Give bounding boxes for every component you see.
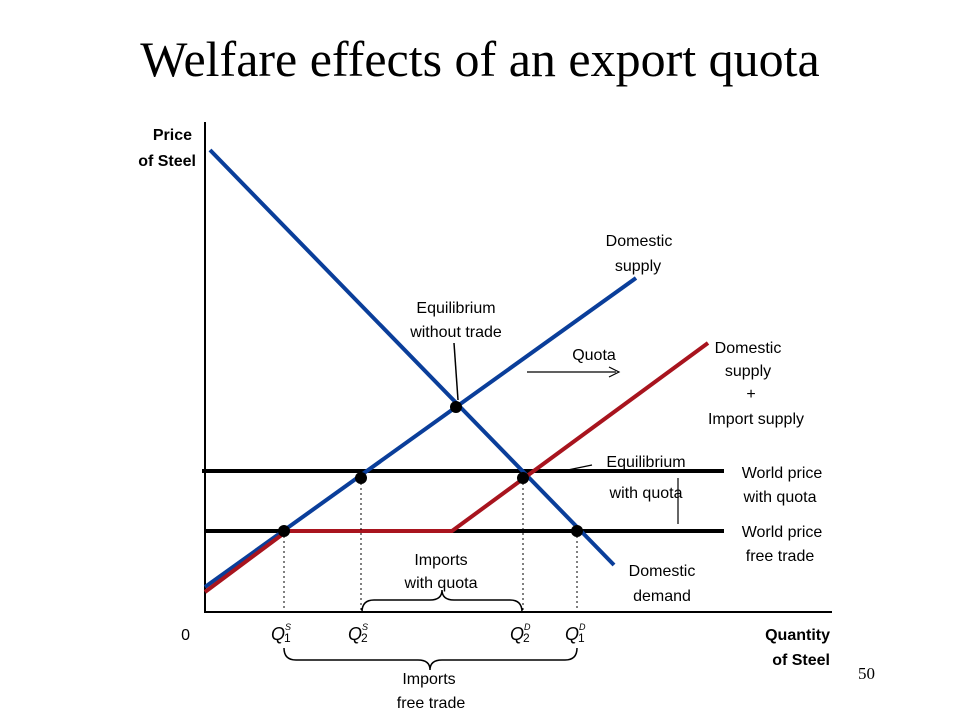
imports-quota-brace <box>361 589 523 613</box>
slide-title: Welfare effects of an export quota <box>140 31 820 87</box>
eq-quota-label-line1: Equilibrium <box>606 454 685 471</box>
domestic-supply-label-line1: Domestic <box>606 233 673 250</box>
svg-text:1: 1 <box>578 631 585 645</box>
equilibrium-quota-dot <box>517 472 529 484</box>
supply-plus-import-label-line1: Domestic <box>715 340 782 357</box>
svg-text:D: D <box>579 622 586 632</box>
eq-no-trade-pointer <box>453 342 459 401</box>
supply-plus-import-label-line2: supply <box>725 363 771 380</box>
quota-label: Quota <box>572 347 616 364</box>
q2s-dot <box>355 472 367 484</box>
eq-no-trade-label-line2: without trade <box>409 324 502 341</box>
eq-no-trade-label-line1: Equilibrium <box>416 300 495 317</box>
svg-text:D: D <box>524 622 531 632</box>
x-axis-label-line1: Quantity <box>765 627 830 644</box>
q1d-label: Q D 1 <box>565 622 586 645</box>
y-axis-label-line2: of Steel <box>138 153 196 170</box>
svg-text:S: S <box>285 622 291 632</box>
svg-text:Q: Q <box>565 624 579 644</box>
imports-free-brace <box>283 647 578 671</box>
svg-text:2: 2 <box>361 631 368 645</box>
world-price-quota-label-line2: with quota <box>743 489 817 506</box>
domestic-supply-label-line2: supply <box>615 258 661 275</box>
domestic-demand-label-line2: demand <box>633 588 691 605</box>
origin-label: 0 <box>181 627 190 644</box>
imports-quota-label-line2: with quota <box>404 575 478 592</box>
svg-text:Q: Q <box>271 624 285 644</box>
eq-quota-pointer <box>557 464 593 473</box>
eq-quota-label-line2: with quota <box>609 485 683 502</box>
q2d-label: Q D 2 <box>510 622 531 645</box>
quota-arrow-head <box>608 366 621 378</box>
domestic-demand-curve <box>208 148 616 567</box>
domestic-supply-curve <box>203 276 638 589</box>
domestic-demand-label-line1: Domestic <box>629 563 696 580</box>
q1d-dot <box>571 525 583 537</box>
equilibrium-no-trade-dot <box>450 401 462 413</box>
world-price-free-label-line1: World price <box>742 524 823 541</box>
world-price-free-label-line2: free trade <box>746 548 815 565</box>
imports-quota-label-line1: Imports <box>414 552 467 569</box>
q2s-label: Q S 2 <box>348 622 368 645</box>
world-price-quota-label-line1: World price <box>742 465 823 482</box>
supply-plus-import-label-line4: Import supply <box>708 411 804 428</box>
imports-free-label-line1: Imports <box>402 671 455 688</box>
svg-text:1: 1 <box>284 631 291 645</box>
q1s-label: Q S 1 <box>271 622 291 645</box>
supply-plus-import-curve <box>203 341 710 594</box>
imports-free-label-line2: free trade <box>397 695 466 712</box>
svg-text:2: 2 <box>523 631 530 645</box>
supply-plus-import-label-line3: + <box>746 386 755 403</box>
svg-text:S: S <box>362 622 368 632</box>
svg-text:Q: Q <box>348 624 362 644</box>
svg-text:Q: Q <box>510 624 524 644</box>
q1s-dot <box>278 525 290 537</box>
page-number: 50 <box>858 664 875 683</box>
y-axis-label-line1: Price <box>153 127 192 144</box>
x-axis-label-line2: of Steel <box>772 652 830 669</box>
